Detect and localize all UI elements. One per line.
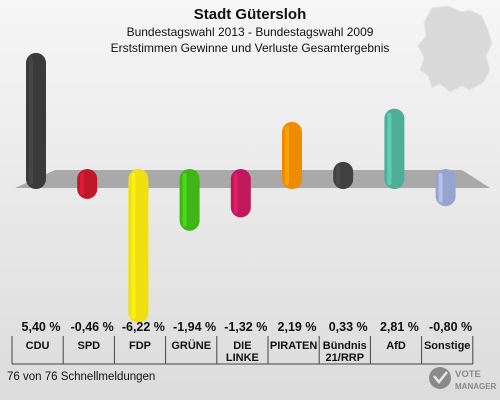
category-label: SPD (77, 340, 100, 352)
chart-subtitle-2: Erststimmen Gewinne und Verluste Gesamte… (111, 41, 390, 55)
category-label: Sonstige (424, 340, 470, 352)
value-label: -0,46 % (71, 320, 114, 334)
value-label: -0,80 % (429, 320, 472, 334)
bar-highlight (182, 173, 187, 227)
category-label: Bündnis (323, 340, 367, 352)
value-label: -1,32 % (224, 320, 267, 334)
value-label: 2,81 % (380, 320, 419, 334)
chart-title: Stadt Gütersloh (194, 6, 307, 23)
germany-map-icon (417, 5, 493, 93)
bars-layer (26, 52, 456, 323)
bar-highlight (387, 112, 392, 185)
value-label: 5,40 % (22, 320, 61, 334)
value-label: -6,22 % (122, 320, 165, 334)
category-label: GRÜNE (171, 339, 211, 352)
bar-highlight (233, 173, 238, 214)
value-label: 2,19 % (278, 320, 317, 334)
category-label: 21/RRP (326, 352, 365, 364)
bar-highlight (29, 56, 33, 186)
category-label: PIRATEN (270, 340, 318, 352)
bar-highlight (336, 165, 341, 185)
value-labels-layer: 5,40 % -0,46 % -6,22 % -1,94 % -1,32 % 2,19 %… (22, 320, 473, 334)
vote-manager-logo: VOTE MANAGER (429, 367, 497, 391)
vote-manager-logo-text: VOTE (455, 369, 481, 380)
vote-manager-logo-text-2: MANAGER (455, 382, 497, 391)
bar-highlight (131, 173, 136, 319)
bar-highlight (80, 173, 85, 195)
bar-highlight (285, 125, 289, 185)
footer-report-count: 76 von 76 Schnellmeldungen (7, 371, 155, 383)
category-label: DIE (233, 340, 251, 352)
category-label: CDU (26, 340, 50, 352)
chart-subtitle-1: Bundestagswahl 2013 - Bundestagswahl 200… (127, 25, 374, 39)
category-label: AfD (386, 340, 406, 352)
category-label: LINKE (226, 352, 259, 364)
value-label: -1,94 % (173, 320, 216, 334)
category-label: FDP (129, 340, 151, 352)
bar-highlight (438, 173, 443, 203)
value-label: 0,33 % (329, 320, 368, 334)
